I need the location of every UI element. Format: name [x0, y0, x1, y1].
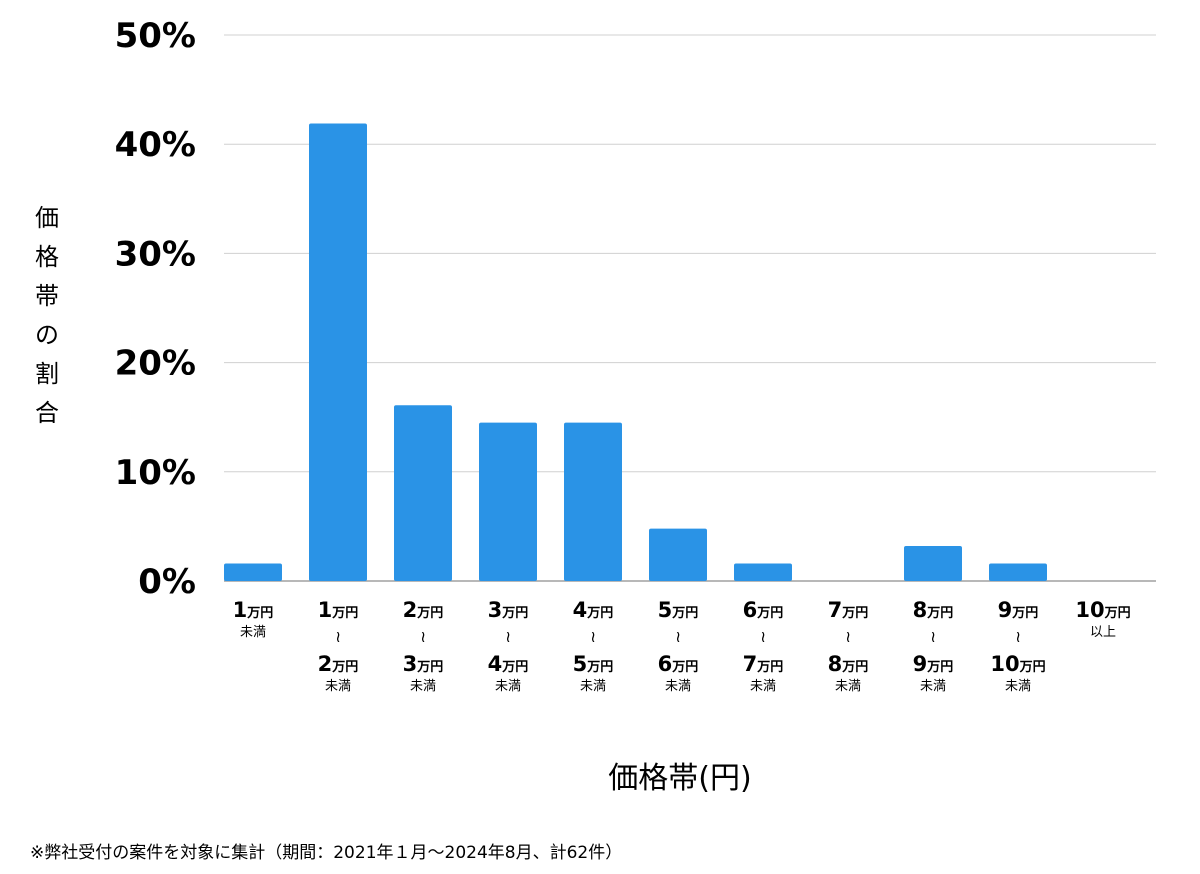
- x-tick-bottom: 6万円: [658, 652, 699, 676]
- y-axis-label-char: 価: [35, 204, 59, 232]
- x-tick-suffix: 未満: [1005, 679, 1031, 694]
- bar: [989, 563, 1047, 581]
- x-tick-top: 7万円: [828, 598, 869, 622]
- x-tick-bottom: 5万円: [573, 652, 614, 676]
- x-tick-bottom: 3万円: [403, 652, 444, 676]
- x-tick-tilde: ~: [669, 630, 688, 643]
- x-tick-top: 10万円: [1075, 598, 1130, 622]
- x-tick-bottom: 2万円: [318, 652, 359, 676]
- x-tick-suffix: 未満: [750, 679, 776, 694]
- x-tick-suffix: 未満: [410, 679, 436, 694]
- x-tick-tilde: ~: [924, 630, 943, 643]
- x-tick-bottom: 8万円: [828, 652, 869, 676]
- x-tick-bottom: 10万円: [990, 652, 1045, 676]
- x-tick-suffix: 未満: [325, 679, 351, 694]
- x-tick-suffix: 未満: [665, 679, 691, 694]
- x-tick-tilde: ~: [499, 630, 518, 643]
- y-tick-label: 0%: [138, 562, 196, 602]
- bar: [309, 123, 367, 582]
- y-axis-label-char: 割: [35, 360, 59, 388]
- x-tick-tilde: ~: [329, 630, 348, 643]
- bar: [649, 528, 707, 581]
- y-tick-labels: 0% 10% 20% 30% 40% 50%: [115, 16, 196, 602]
- x-tick-tilde: ~: [754, 630, 773, 643]
- x-tick-top: 9万円: [998, 598, 1039, 622]
- x-tick-suffix: 未満: [580, 679, 606, 694]
- x-tick-top: 5万円: [658, 598, 699, 622]
- x-tick-top: 2万円: [403, 598, 444, 622]
- y-tick-label: 30%: [115, 234, 196, 274]
- x-tick-suffix: 未満: [495, 679, 521, 694]
- bar: [224, 563, 282, 581]
- y-tick-label: 20%: [115, 344, 196, 384]
- x-tick-tilde: ~: [839, 630, 858, 643]
- x-tick-suffix: 未満: [835, 679, 861, 694]
- bar: [904, 546, 962, 581]
- y-axis-label-char: 合: [35, 399, 59, 427]
- y-tick-label: 50%: [115, 16, 196, 56]
- y-axis-label-char: 帯: [35, 282, 59, 310]
- footnote: ※弊社受付の案件を対象に集計（期間：2021年１月～2024年8月、計62件）: [30, 843, 623, 863]
- x-tick-suffix: 未満: [240, 625, 266, 640]
- x-tick-labels: 1万円未満1万円~2万円未満2万円~3万円未満3万円~4万円未満4万円~5万円未…: [233, 598, 1131, 694]
- x-tick-top: 6万円: [743, 598, 784, 622]
- x-tick-top: 1万円: [233, 598, 274, 622]
- bar: [479, 422, 537, 581]
- x-tick-bottom: 9万円: [913, 652, 954, 676]
- bar-chart: 0%10%20%30%40%50% 1万円未満1万円~2万円未満2万円~3万円未…: [35, 16, 1156, 796]
- x-tick-top: 1万円: [318, 598, 359, 622]
- x-tick-bottom: 7万円: [743, 652, 784, 676]
- bars: [224, 123, 1047, 582]
- x-tick-bottom: 4万円: [488, 652, 529, 676]
- x-tick-top: 8万円: [913, 598, 954, 622]
- y-axis-label-char: の: [35, 321, 59, 349]
- y-tick-label: 10%: [115, 453, 196, 493]
- x-axis-label: 価格帯(円): [608, 761, 751, 796]
- x-tick-suffix: 以上: [1090, 625, 1116, 640]
- x-tick-suffix: 未満: [920, 679, 946, 694]
- bar: [394, 405, 452, 581]
- x-tick-tilde: ~: [1009, 630, 1028, 643]
- x-tick-top: 4万円: [573, 598, 614, 622]
- y-axis-label-char: 格: [35, 243, 59, 271]
- bar: [564, 422, 622, 581]
- bar: [734, 563, 792, 581]
- y-tick-label: 40%: [115, 125, 196, 165]
- x-tick-tilde: ~: [584, 630, 603, 643]
- x-tick-tilde: ~: [414, 630, 433, 643]
- x-tick-top: 3万円: [488, 598, 529, 622]
